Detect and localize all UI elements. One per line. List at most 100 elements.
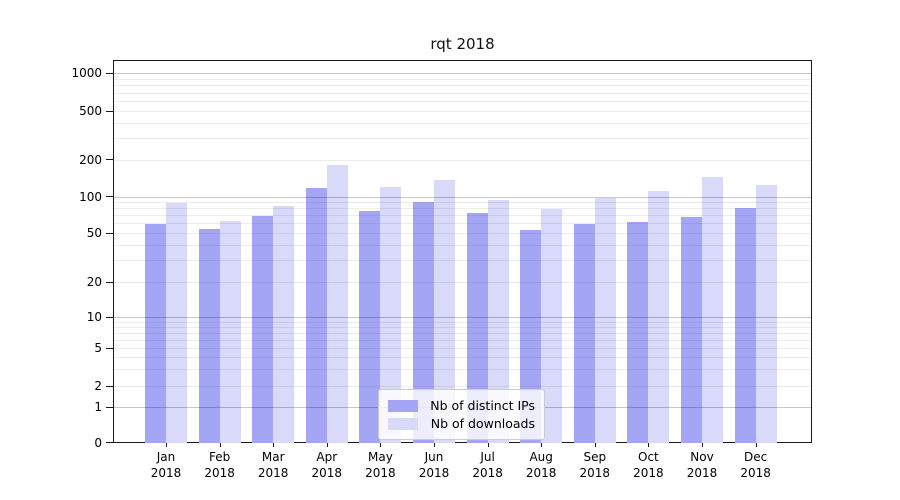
gridline-minor — [114, 369, 811, 371]
bar-downloads — [380, 187, 402, 444]
bar-downloads — [594, 197, 616, 444]
x-tick-mark — [273, 443, 275, 447]
gridline-minor — [114, 326, 811, 328]
y-tick-mark — [106, 196, 113, 198]
bar-distinct-ips — [627, 221, 649, 444]
x-tick-month: Jun — [424, 450, 444, 464]
legend: Nb of distinct IPs Nb of downloads — [378, 389, 545, 440]
y-tick-label: 1000 — [71, 66, 102, 81]
legend-item: Nb of distinct IPs — [388, 397, 535, 414]
y-tick-label: 50 — [86, 226, 102, 240]
gridline-minor — [114, 202, 811, 204]
bar-distinct-ips — [413, 201, 434, 444]
gridline-minor — [114, 208, 811, 210]
gridline-minor — [114, 215, 811, 217]
y-tick-mark — [106, 406, 113, 408]
bar-distinct-ips — [359, 211, 381, 444]
x-tick-month: Aug — [529, 450, 553, 464]
x-tick-month: Oct — [638, 450, 659, 464]
gridline-minor — [114, 101, 811, 103]
gridline-minor — [114, 339, 811, 341]
y-tick-mark — [106, 316, 113, 318]
x-tick-year: 2018 — [472, 466, 503, 480]
x-tick-year: 2018 — [365, 466, 396, 480]
gridline-minor — [114, 321, 811, 323]
x-tick-label: Mar 2018 — [241, 449, 305, 481]
legend-label: Nb of distinct IPs — [430, 398, 535, 413]
grid-layer — [114, 61, 811, 442]
x-tick-month: Jul — [480, 450, 495, 464]
bar-distinct-ips — [145, 223, 166, 444]
legend-item: Nb of downloads — [388, 415, 535, 432]
x-tick-year: 2018 — [257, 466, 289, 480]
bar-downloads — [434, 180, 455, 444]
x-tick-label: Oct 2018 — [616, 449, 680, 481]
bar-downloads — [487, 199, 509, 444]
x-tick-label: Feb 2018 — [188, 449, 252, 481]
bars-layer — [114, 61, 811, 444]
bar-downloads — [166, 203, 187, 444]
x-tick-month: Nov — [690, 450, 714, 464]
x-tick-mark — [219, 443, 221, 447]
y-tick-label: 5 — [94, 341, 102, 355]
y-tick-mark — [106, 110, 113, 112]
y-tick-label: 200 — [79, 152, 102, 167]
x-tick-mark — [541, 443, 543, 447]
x-tick-year: 2018 — [311, 466, 343, 480]
bar-downloads — [219, 221, 241, 444]
gridline-minor — [114, 111, 811, 112]
y-tick-mark — [106, 281, 113, 283]
legend-label: Nb of downloads — [430, 416, 535, 431]
gridline-major — [114, 196, 811, 198]
x-tick-month: May — [367, 450, 393, 464]
x-tick-month: Mar — [261, 450, 285, 464]
gridline-minor — [114, 233, 811, 234]
x-tick-mark — [166, 443, 167, 447]
y-tick-label: 2 — [94, 379, 102, 393]
x-tick-month: Dec — [743, 450, 768, 464]
gridline-minor — [114, 223, 811, 225]
x-tick-year: 2018 — [204, 466, 235, 480]
x-tick-month: Jan — [156, 450, 176, 464]
x-tick-label: Dec 2018 — [724, 449, 788, 481]
gridline-minor — [114, 332, 811, 334]
gridline-minor — [114, 282, 811, 283]
x-tick-month: Feb — [208, 450, 231, 464]
bar-distinct-ips — [305, 187, 327, 444]
x-tick-label: Jun 2018 — [402, 449, 466, 481]
bar-downloads — [541, 208, 563, 444]
gridline-minor — [114, 260, 811, 262]
gridline-minor — [114, 159, 811, 161]
y-tick-label: 500 — [79, 104, 102, 118]
x-tick-mark — [755, 443, 757, 447]
x-tick-year: 2018 — [740, 466, 771, 480]
y-tick-label: 100 — [79, 189, 102, 204]
x-tick-year: 2018 — [633, 466, 664, 480]
bar-distinct-ips — [252, 216, 274, 444]
x-tick-label: Sep 2018 — [563, 449, 627, 481]
bar-distinct-ips — [466, 212, 488, 444]
x-tick-label: Aug 2018 — [509, 449, 573, 481]
x-tick-year: 2018 — [150, 466, 182, 480]
x-tick-label: Apr 2018 — [295, 449, 359, 481]
x-tick-mark — [702, 443, 703, 447]
x-tick-year: 2018 — [686, 466, 718, 480]
x-tick-mark — [434, 443, 435, 447]
x-tick-year: 2018 — [525, 466, 557, 480]
legend-swatch — [388, 417, 418, 430]
x-tick-label: May 2018 — [348, 449, 412, 481]
gridline-minor — [114, 138, 811, 140]
y-tick-mark — [106, 385, 113, 387]
x-tick-mark — [326, 443, 328, 447]
gridline-minor — [114, 79, 811, 81]
bar-distinct-ips — [573, 224, 595, 444]
y-tick-mark — [106, 159, 113, 160]
gridline-minor — [114, 386, 811, 387]
bar-downloads — [648, 190, 670, 444]
gridline-minor — [114, 244, 811, 246]
x-tick-label: Jan 2018 — [134, 449, 198, 481]
bar-downloads — [326, 165, 348, 444]
y-tick-label: 20 — [86, 275, 102, 289]
x-tick-mark — [648, 443, 650, 447]
